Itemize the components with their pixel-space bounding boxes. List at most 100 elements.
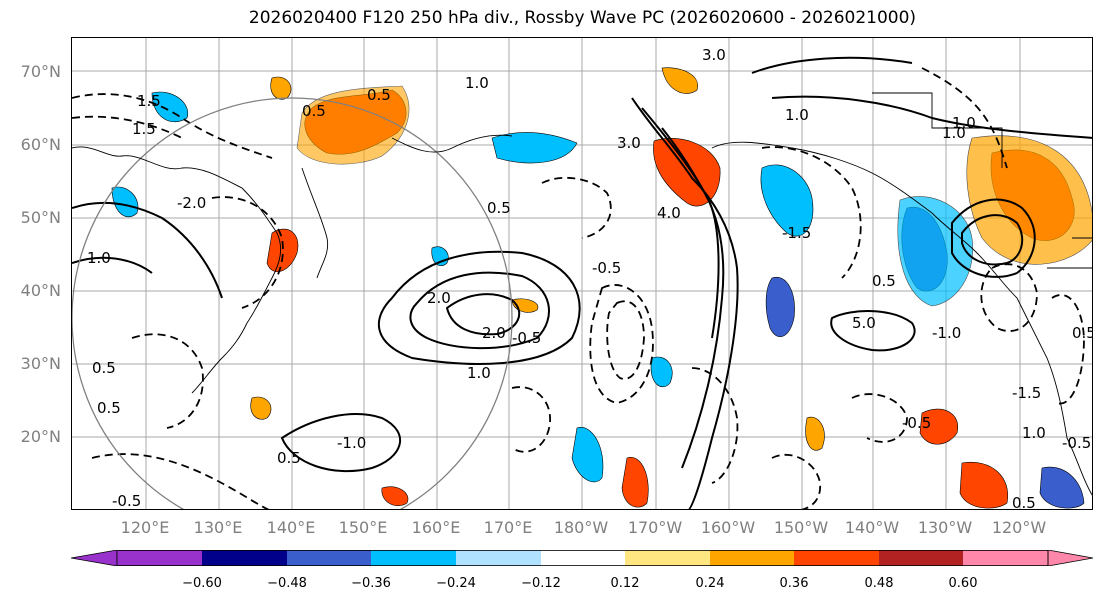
colorbar-segment bbox=[287, 550, 371, 566]
coastlines bbox=[72, 92, 1092, 496]
shade-pos-trop-150w bbox=[805, 416, 825, 451]
shade-neg-trop-175w bbox=[571, 427, 604, 483]
lon-label: 120°E bbox=[120, 518, 170, 537]
contours-positive bbox=[72, 56, 1092, 509]
contour-label: 0.5 bbox=[872, 272, 896, 290]
contour-label: 0.5 bbox=[487, 199, 511, 217]
colorbar-segment bbox=[879, 550, 963, 566]
shade-pos-bering-edge bbox=[661, 67, 698, 94]
shade-pos-trop-170w bbox=[621, 457, 649, 508]
colorbar-segment bbox=[456, 550, 541, 566]
lat-label: 70°N bbox=[20, 62, 61, 81]
contour-labels: 1.0 3.0 1.0 0.5 1.5 0.5 1.5 -2.0 1.0 3.0… bbox=[87, 46, 1093, 510]
shade-neg-west-coast bbox=[111, 186, 139, 218]
contour-label: 0.5 bbox=[277, 449, 301, 467]
colorbar-tick: 0.60 bbox=[948, 576, 978, 591]
colorbar-tick: −0.60 bbox=[182, 576, 222, 591]
shade-pos-trop-east bbox=[919, 408, 959, 445]
lat-label: 50°N bbox=[20, 208, 61, 227]
colorbar-tick: −0.24 bbox=[436, 576, 476, 591]
contour-label: 1.5 bbox=[132, 120, 156, 138]
colorbar-segment bbox=[625, 550, 710, 566]
contour-label: 2.0 bbox=[427, 289, 451, 307]
lon-label: 130°E bbox=[193, 518, 243, 537]
lat-label: 30°N bbox=[20, 354, 61, 373]
contour-label: 1.0 bbox=[467, 364, 491, 382]
lon-label: 170°W bbox=[627, 518, 683, 537]
colorbar-segment bbox=[963, 550, 1048, 566]
shade-pos-japan-north bbox=[266, 228, 299, 272]
colorbar-segment bbox=[371, 550, 456, 566]
contours-negative bbox=[72, 67, 1085, 509]
contour-label: -2.0 bbox=[177, 194, 206, 212]
shade-neg-trop-se bbox=[1039, 466, 1085, 509]
contour-label: 1.0 bbox=[1022, 424, 1046, 442]
shade-neg-alaska bbox=[760, 164, 814, 237]
colorbar bbox=[71, 550, 1094, 566]
contour-label: 2.0 bbox=[482, 324, 506, 342]
colorbar-extend-max bbox=[1047, 550, 1094, 566]
plot-title: 2026020400 F120 250 hPa div., Rossby Wav… bbox=[248, 8, 917, 28]
lat-label: 40°N bbox=[20, 281, 61, 300]
contour-label: 0.5 bbox=[302, 102, 326, 120]
reference-circle bbox=[72, 97, 513, 509]
contour-label: 0.5 bbox=[1012, 494, 1036, 510]
lon-label: 140°E bbox=[266, 518, 316, 537]
colorbar-tick: −0.48 bbox=[267, 576, 307, 591]
contour-label: 1.5 bbox=[137, 92, 161, 110]
contour-label: -1.0 bbox=[337, 434, 366, 452]
contour-label: 1.0 bbox=[87, 249, 111, 267]
colorbar-tick: 0.24 bbox=[695, 576, 725, 591]
divergence-shading bbox=[111, 67, 1092, 509]
contour-label: 0.5 bbox=[367, 86, 391, 104]
map-canvas: 1.0 3.0 1.0 0.5 1.5 0.5 1.5 -2.0 1.0 3.0… bbox=[72, 38, 1093, 510]
contour-label: 0.5 bbox=[92, 359, 116, 377]
contour-label: 1.0 bbox=[952, 114, 976, 132]
shade-pos-trop-southeast bbox=[959, 461, 1009, 509]
contour-label: -0.5 bbox=[902, 414, 931, 432]
colorbar-tick: −0.36 bbox=[351, 576, 391, 591]
lon-label: 150°W bbox=[773, 518, 829, 537]
colorbar-segment bbox=[541, 550, 625, 566]
lat-label: 60°N bbox=[20, 135, 61, 154]
shade-neg-bering bbox=[491, 132, 578, 164]
lon-label: 150°E bbox=[338, 518, 388, 537]
shade-neg-central bbox=[765, 276, 795, 337]
contour-label: -1.0 bbox=[932, 324, 961, 342]
contour-label: 0.5 bbox=[97, 399, 121, 417]
shade-pos-bering bbox=[653, 138, 721, 207]
lat-label: 20°N bbox=[20, 427, 61, 446]
lon-label: 130°W bbox=[917, 518, 973, 537]
contour-label: 0.5 bbox=[1072, 324, 1093, 342]
colorbar-extend-min bbox=[71, 550, 118, 566]
lon-label: 140°W bbox=[844, 518, 900, 537]
contour-label: -0.5 bbox=[592, 259, 621, 277]
contour-label: 3.0 bbox=[617, 134, 641, 152]
contour-label: 4.0 bbox=[657, 204, 681, 222]
colorbar-tick: 0.36 bbox=[779, 576, 809, 591]
colorbar-segment bbox=[794, 550, 879, 566]
colorbar-segment bbox=[202, 550, 287, 566]
lon-label: 170°E bbox=[483, 518, 533, 537]
contour-label: 1.0 bbox=[465, 74, 489, 92]
colorbar-segment bbox=[117, 550, 202, 566]
lon-label: 160°E bbox=[411, 518, 461, 537]
shade-pos-trop-west bbox=[250, 396, 272, 420]
shade-neg-nw bbox=[151, 91, 189, 123]
shade-pos-canada-edge bbox=[966, 135, 1092, 265]
colorbar-tick: 0.48 bbox=[864, 576, 894, 591]
shade-neg-gulf-edge bbox=[897, 196, 974, 307]
shade-neg-trop-mid bbox=[650, 356, 673, 388]
contour-label: -1.5 bbox=[782, 224, 811, 242]
contour-label: -0.5 bbox=[112, 492, 141, 510]
lon-label: 160°W bbox=[700, 518, 756, 537]
shade-pos-kamchatka-edge bbox=[296, 85, 410, 165]
colorbar-segment bbox=[710, 550, 794, 566]
map-panel: 1.0 3.0 1.0 0.5 1.5 0.5 1.5 -2.0 1.0 3.0… bbox=[71, 37, 1093, 510]
contour-label: 1.0 bbox=[785, 106, 809, 124]
contour-label: 1.0 bbox=[942, 124, 966, 142]
shade-pos-okhotsk bbox=[270, 76, 292, 100]
lon-label: 120°W bbox=[991, 518, 1047, 537]
contour-label: 5.0 bbox=[852, 314, 876, 332]
shade-pos-sw bbox=[381, 486, 409, 507]
